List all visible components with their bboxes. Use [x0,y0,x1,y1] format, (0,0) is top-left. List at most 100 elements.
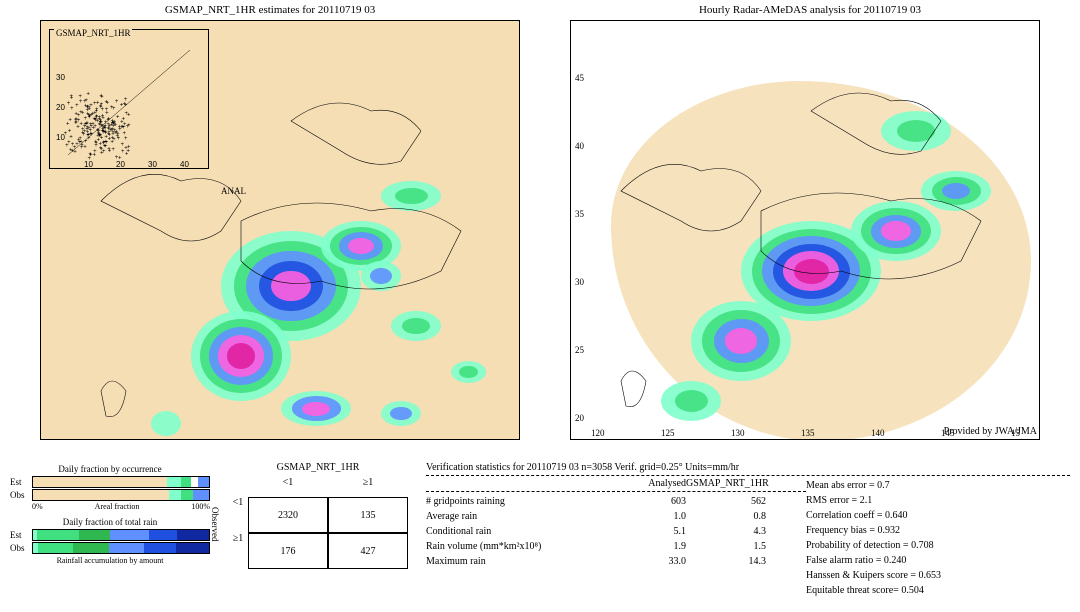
frac-axis-0: 0% [32,502,43,511]
stats-metric: Frequency bias = 0.932 [806,523,1026,538]
svg-text:40: 40 [180,160,189,168]
svg-text:+: + [107,146,111,152]
svg-text:+: + [68,117,72,123]
stats-metric: Probability of detection = 0.708 [806,538,1026,553]
svg-text:+: + [116,114,120,120]
frac-obs-bar-1 [32,489,210,501]
svg-text:20: 20 [575,413,585,423]
stats-panel: Verification statistics for 20110719 03 … [426,462,1070,608]
svg-text:140: 140 [871,428,885,438]
cont-title: GSMAP_NRT_1HR [218,462,418,473]
inset-title: GSMAP_NRT_1HR [54,28,132,38]
svg-text:125: 125 [661,428,675,438]
stats-row: Rain volume (mm*km²x10⁸)1.91.5 [426,539,806,554]
inset-scatter: ++++++++++++++++++++++++++++++++++++++++… [50,30,208,168]
svg-text:20: 20 [56,103,65,112]
svg-text:+: + [115,99,119,105]
svg-text:+: + [111,130,115,136]
right-map-panel: Hourly Radar-AMeDAS analysis for 2011071… [540,0,1080,460]
stats-metric: Hanssen & Kuipers score = 0.653 [806,568,1026,583]
svg-text:+: + [127,144,131,150]
stats-col2: GSMAP_NRT_1HR [686,478,766,489]
stats-metric: Correlation coeff = 0.640 [806,508,1026,523]
svg-text:+: + [81,110,85,116]
svg-text:+: + [127,123,131,129]
frac-occ-title: Daily fraction by occurrence [10,464,210,474]
frac-obs-bar-2 [32,542,210,554]
svg-text:+: + [93,101,97,107]
stats-metric: Equitable threat score= 0.504 [806,583,1026,598]
svg-text:+: + [70,94,74,100]
svg-text:10: 10 [56,133,65,142]
svg-text:+: + [122,131,126,137]
svg-text:10: 10 [84,160,93,168]
svg-text:+: + [67,140,71,146]
svg-text:30: 30 [56,73,65,82]
stats-metric: RMS error = 2.1 [806,493,1026,508]
stats-row: Maximum rain33.014.3 [426,554,806,569]
svg-text:+: + [75,103,79,109]
svg-text:+: + [70,106,74,112]
svg-text:35: 35 [575,209,585,219]
svg-text:+: + [93,152,97,158]
est-label-1: Est [10,477,32,487]
cont-row-0: <1 [228,497,248,533]
svg-text:+: + [124,103,128,109]
svg-text:+: + [99,119,103,125]
svg-text:+: + [85,120,89,126]
left-map-title: GSMAP_NRT_1HR estimates for 20110719 03 [0,0,540,20]
svg-text:+: + [102,140,106,146]
cont-cell-10: 176 [248,533,328,569]
svg-text:+: + [111,147,115,153]
maps-row: GSMAP_NRT_1HR estimates for 20110719 03 … [0,0,1080,460]
stats-row: Average rain1.00.8 [426,509,806,524]
cont-row-1: ≥1 [228,533,248,569]
anal-label: ANAL [221,186,246,196]
svg-text:25: 25 [575,345,585,355]
svg-text:+: + [110,122,114,128]
svg-text:20: 20 [116,160,125,168]
cont-col-1: ≥1 [328,477,408,497]
svg-text:+: + [84,139,88,145]
svg-text:120: 120 [591,428,605,438]
svg-text:+: + [92,126,96,132]
svg-text:+: + [78,94,82,100]
cont-side-label: Observed [210,507,220,542]
stats-header: Verification statistics for 20110719 03 … [426,462,1070,473]
svg-text:+: + [107,116,111,122]
svg-text:+: + [120,102,124,108]
frac-tot-title: Daily fraction of total rain [10,517,210,527]
svg-text:+: + [83,144,87,150]
left-map-box: GSMAP_NRT_1HR ++++++++++++++++++++++++++… [40,20,520,440]
stats-col1: Analysed [606,478,686,489]
svg-text:40: 40 [575,141,585,151]
svg-text:+: + [86,133,90,139]
stats-row: Conditional rain5.14.3 [426,524,806,539]
svg-text:+: + [79,140,83,146]
right-coastline: 12012513013514014515 202530354045 [571,21,1039,439]
frac-est-bar-2 [32,529,210,541]
svg-text:+: + [95,115,99,121]
cont-cell-00: 2320 [248,497,328,533]
cont-col-0: <1 [248,477,328,497]
svg-text:+: + [102,149,106,155]
svg-text:+: + [124,97,128,103]
svg-text:+: + [104,99,108,105]
stats-metric: Mean abs error = 0.7 [806,478,1026,493]
provided-label: Provided by JWA/JMA [944,426,1037,437]
svg-text:+: + [112,106,116,112]
est-label-2: Est [10,530,32,540]
svg-text:+: + [118,125,122,131]
frac-footer: Rainfall accumulation by amount [10,556,210,565]
svg-text:+: + [102,128,106,134]
frac-axis-label: Areal fraction [95,502,140,511]
obs-label-2: Obs [10,543,32,553]
svg-text:+: + [87,113,91,119]
bottom-row: Daily fraction by occurrence Est Obs 0% … [0,460,1080,610]
contingency-table: GSMAP_NRT_1HR Observed <1 ≥1 <1 2320 135… [218,462,418,608]
svg-text:30: 30 [575,277,585,287]
svg-text:+: + [101,107,105,113]
right-map-title: Hourly Radar-AMeDAS analysis for 2011071… [540,0,1080,20]
svg-text:+: + [76,125,80,131]
svg-text:135: 135 [801,428,815,438]
